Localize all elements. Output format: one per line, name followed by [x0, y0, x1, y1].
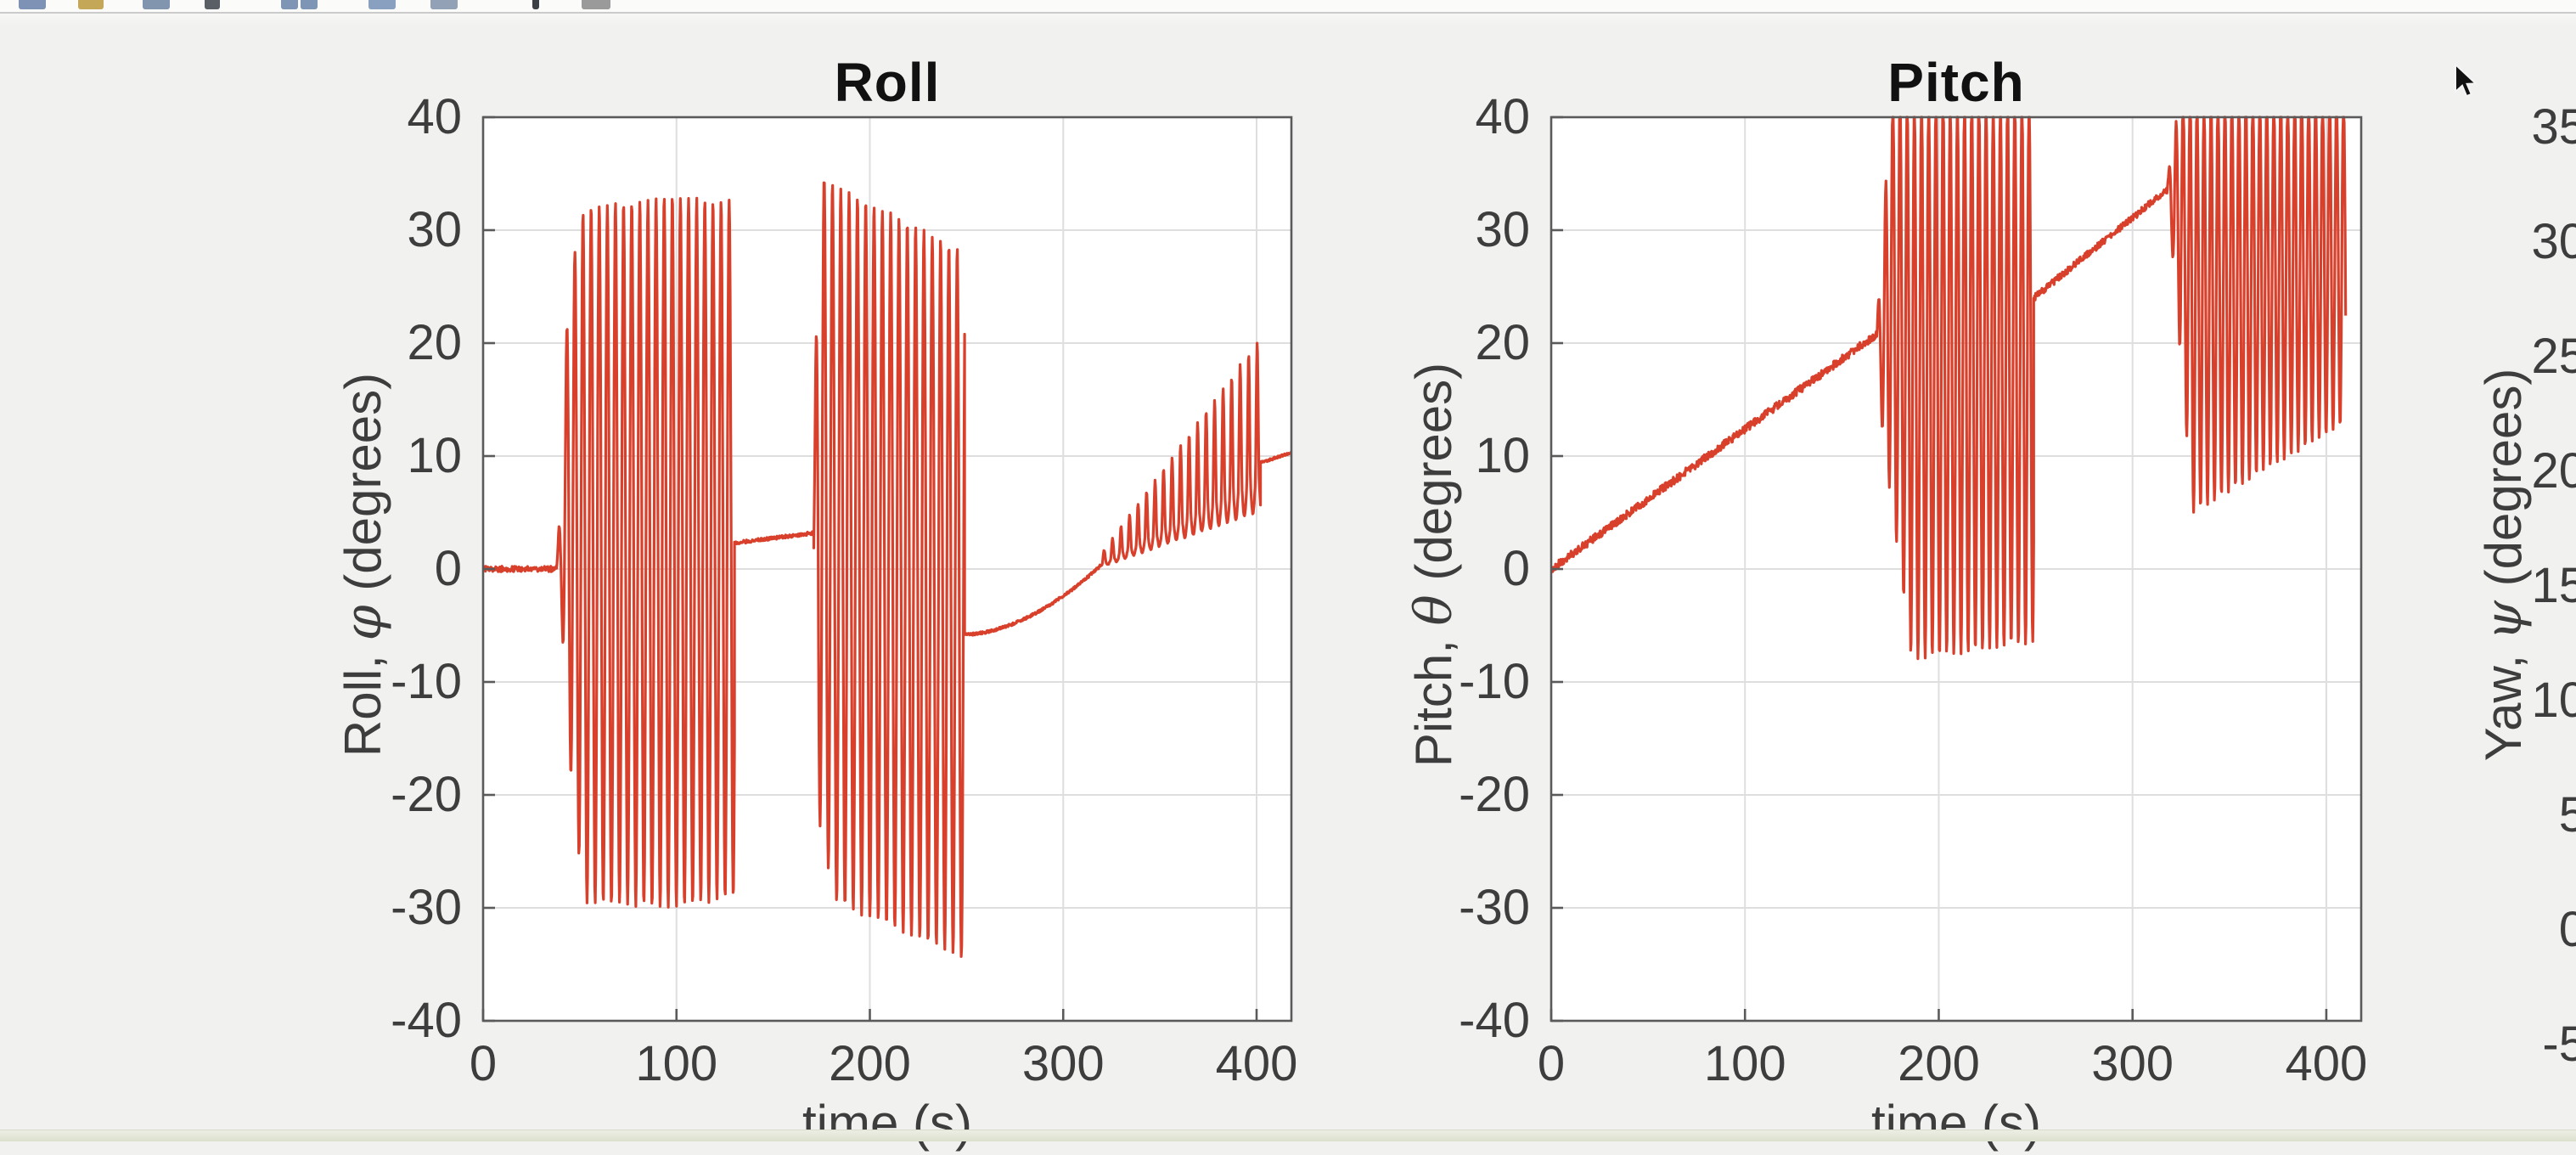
x-tick-label: 100 — [1703, 1036, 1786, 1091]
toolbar-icon-9[interactable] — [532, 0, 539, 9]
y-tick-label: -10 — [391, 654, 462, 709]
x-tick-label: 0 — [1537, 1036, 1566, 1091]
toolbar-icon-4[interactable] — [205, 0, 220, 9]
toolbar-icon-7[interactable] — [368, 0, 396, 9]
pitch-plot-title: Pitch — [1887, 52, 2025, 113]
y-tick-label: 35 — [2531, 99, 2576, 155]
x-tick-label: 100 — [635, 1036, 718, 1091]
y-tick-label: -30 — [391, 880, 462, 935]
pitch-plot-area — [1550, 116, 2363, 1023]
y-tick-label: 25 — [2531, 329, 2576, 384]
toolbar-icon-10[interactable] — [582, 0, 610, 9]
pitch-angle-line — [1550, 116, 2348, 661]
toolbar-icon-5[interactable] — [281, 0, 298, 9]
y-tick-label: -40 — [391, 993, 462, 1048]
figure-canvas: Roll Roll, φ (degrees) time (s) -40 -30 -2… — [0, 14, 2576, 1152]
x-tick-label: 300 — [1021, 1036, 1105, 1091]
y-tick-label: -40 — [1459, 993, 1530, 1048]
x-tick-label: 0 — [469, 1036, 498, 1091]
bottom-edge-strip — [0, 1130, 2576, 1141]
toolbar-icon-1[interactable] — [19, 0, 46, 9]
y-tick-label: 30 — [1475, 202, 1530, 257]
mouse-cursor — [2455, 63, 2478, 98]
roll-plot-title: Roll — [834, 52, 941, 113]
y-tick-label: 20 — [2531, 443, 2576, 499]
y-tick-label: 0 — [2558, 902, 2576, 957]
y-tick-label: 20 — [1475, 315, 1530, 370]
y-tick-label: 40 — [1475, 89, 1530, 144]
y-tick-label: 0 — [434, 541, 462, 596]
x-tick-label: 400 — [1215, 1036, 1298, 1091]
y-tick-label: 15 — [2531, 558, 2576, 613]
y-tick-label: 20 — [407, 315, 462, 370]
x-tick-label: 400 — [2285, 1036, 2368, 1091]
roll-angle-line — [482, 181, 1293, 958]
toolbar-icon-8[interactable] — [430, 0, 458, 9]
y-tick-label: 5 — [2558, 787, 2576, 842]
toolbar-icon-2[interactable] — [78, 0, 104, 9]
y-tick-label: -20 — [1459, 767, 1530, 822]
y-tick-label: 10 — [1475, 428, 1530, 483]
x-tick-label: 200 — [829, 1036, 911, 1091]
figure-toolbar — [0, 0, 2576, 14]
y-tick-label: 30 — [407, 202, 462, 257]
y-tick-label: 0 — [1502, 541, 1530, 596]
y-tick-label: 10 — [407, 428, 462, 483]
x-tick-label: 300 — [2091, 1036, 2174, 1091]
toolbar-icon-6[interactable] — [301, 0, 318, 9]
y-tick-label: -20 — [391, 767, 462, 822]
roll-plot-area — [481, 116, 1293, 1023]
y-tick-label: 30 — [2531, 214, 2576, 269]
y-tick-label: -30 — [1459, 880, 1530, 935]
y-tick-label: -10 — [1459, 654, 1530, 709]
toolbar-icon-3[interactable] — [143, 0, 170, 9]
y-tick-label: 40 — [407, 89, 462, 144]
y-tick-label: 10 — [2531, 673, 2576, 728]
x-tick-label: 200 — [1898, 1036, 1980, 1091]
y-tick-label: -5 — [2542, 1017, 2576, 1072]
